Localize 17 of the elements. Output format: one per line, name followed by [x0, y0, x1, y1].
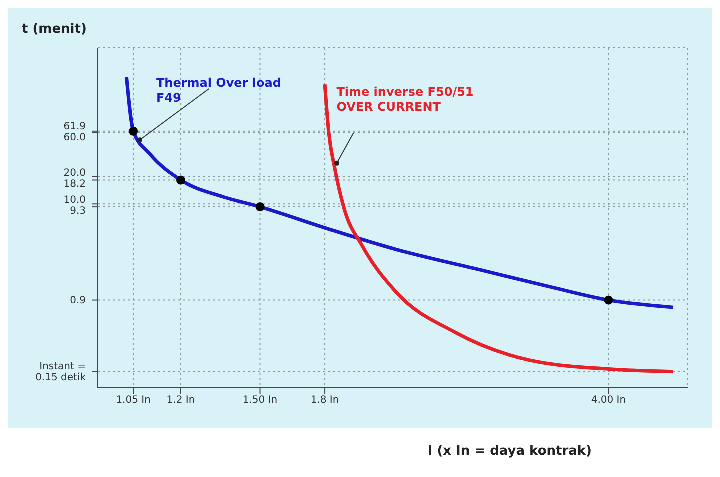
- y-tick-label: 60.0: [64, 132, 86, 144]
- y-axis-title: t (menit): [22, 22, 87, 37]
- y-tick-label: 0.9: [70, 294, 86, 306]
- series-label: Time inverse F50/51 OVER CURRENT: [336, 84, 475, 115]
- x-tick-label: 1.2 In: [166, 395, 196, 406]
- y-tick-label: Instant = 0.15 detik: [36, 360, 86, 383]
- text: Thermal Over load F49: [156, 76, 282, 106]
- y-tick-label: 9.3: [70, 206, 86, 217]
- x-tick-label: 1.8 In: [310, 395, 340, 406]
- x-tick-label: 1.05 In: [116, 395, 151, 406]
- y-tick-label: 20.0: [64, 167, 86, 178]
- y-tick-label: 61.9: [64, 121, 86, 132]
- x-tick-label: 1.50 In: [242, 395, 278, 406]
- x-axis-title: I (x In = daya kontrak): [426, 443, 592, 459]
- y-tick-label: 18.2: [64, 178, 86, 190]
- y-tick-label: 10.0: [64, 194, 86, 206]
- x-tick-label: 4.00 In: [591, 395, 626, 406]
